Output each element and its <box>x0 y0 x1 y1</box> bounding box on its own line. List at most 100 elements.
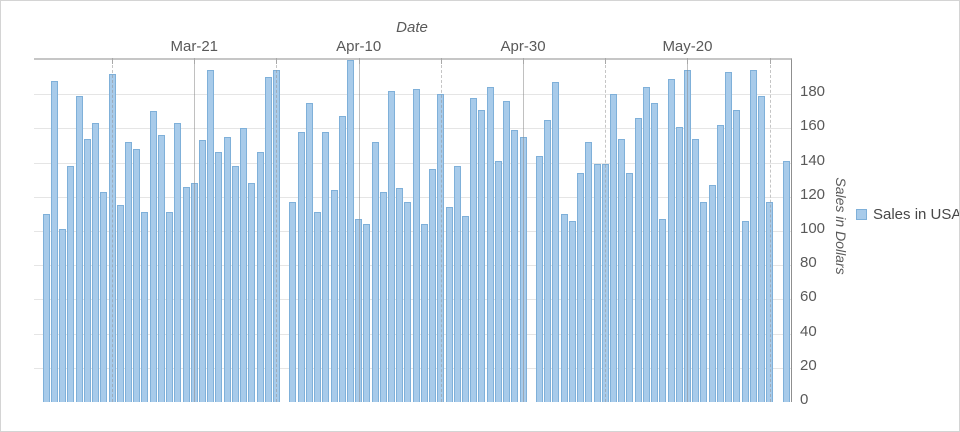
h-gridline-20 <box>34 367 791 369</box>
bar-may-02 <box>536 155 543 402</box>
bar-jun-01 <box>782 160 790 402</box>
h-gridline-80 <box>34 265 791 267</box>
bar-mar-18 <box>166 212 174 402</box>
bar-may-22 <box>700 201 708 402</box>
x-axis-label-mar-21: Mar-21 <box>170 38 219 55</box>
bar-mar-13 <box>125 142 132 402</box>
bar-mar-20 <box>182 186 190 402</box>
bar-may-24 <box>716 124 724 402</box>
bar-mar-06 <box>67 166 75 402</box>
bar-mar-03 <box>42 213 50 402</box>
bar-may-04 <box>552 82 560 402</box>
x-axis-tick-apr-20 <box>440 58 442 64</box>
bar-mar-04 <box>51 80 59 402</box>
bar-apr-24 <box>470 97 478 402</box>
v-gridline-major-apr-30 <box>523 60 525 402</box>
bar-may-11 <box>609 94 617 402</box>
bar-may-27 <box>741 220 749 402</box>
bar-apr-11 <box>363 224 371 402</box>
x-axis-tick-may-20 <box>687 58 689 64</box>
bar-mar-08 <box>83 138 91 402</box>
plot-area <box>34 58 792 402</box>
bar-may-17 <box>659 219 667 402</box>
legend-item-sales-in-usa[interactable]: Sales in USA <box>856 206 960 223</box>
bar-mar-14 <box>133 148 141 402</box>
bar-mar-22 <box>198 140 206 402</box>
bar-apr-02 <box>289 201 297 402</box>
bar-may-26 <box>733 109 741 402</box>
y-axis-label-180: 180 <box>800 83 826 101</box>
x-axis-tick-mar-21 <box>194 58 196 64</box>
bar-may-28 <box>749 70 757 402</box>
x-axis-tick-apr-10 <box>358 58 360 64</box>
bar-apr-27 <box>494 160 502 402</box>
bar-mar-29 <box>256 152 264 402</box>
v-gridline-major-may-20 <box>687 60 689 402</box>
bar-mar-07 <box>75 95 83 402</box>
bar-apr-04 <box>305 102 313 402</box>
x-axis-tick-mar-11 <box>112 58 114 64</box>
x-axis-tick-may-30 <box>769 58 771 64</box>
h-gridline-100 <box>34 231 791 232</box>
bar-apr-22 <box>453 166 461 402</box>
y-axis-label-20: 20 <box>800 356 817 374</box>
bar-apr-25 <box>478 109 486 402</box>
bar-may-14 <box>634 118 642 402</box>
bar-apr-28 <box>503 101 511 402</box>
bar-mar-05 <box>59 229 67 402</box>
bar-apr-19 <box>429 169 437 402</box>
bar-mar-26 <box>231 166 239 402</box>
bar-may-08 <box>585 142 593 402</box>
y-axis-label-80: 80 <box>800 254 817 272</box>
bar-apr-17 <box>412 89 420 402</box>
bar-may-25 <box>725 71 733 402</box>
bar-mar-12 <box>116 205 124 402</box>
bar-may-19 <box>675 126 683 402</box>
v-gridline-major-mar-21 <box>194 60 196 402</box>
bar-apr-03 <box>297 131 305 402</box>
y-axis-label-160: 160 <box>800 117 826 135</box>
bar-mar-09 <box>92 123 100 402</box>
bar-apr-15 <box>396 188 404 402</box>
x-axis-label-apr-10: Apr-10 <box>336 38 382 55</box>
v-gridline-minor-may-30 <box>769 60 771 402</box>
bar-mar-30 <box>264 77 272 402</box>
bar-may-16 <box>651 102 659 402</box>
bar-mar-27 <box>240 128 248 402</box>
y-axis-label-120: 120 <box>800 185 826 203</box>
y-axis-label-40: 40 <box>800 322 817 340</box>
h-gridline-40 <box>34 333 791 335</box>
bar-apr-16 <box>404 201 412 402</box>
v-gridline-minor-mar-31 <box>276 60 278 402</box>
h-gridline-140 <box>34 162 791 164</box>
legend-label: Sales in USA <box>873 206 960 223</box>
x-axis-tick-mar-31 <box>276 58 278 64</box>
bar-apr-13 <box>379 191 387 402</box>
bar-apr-29 <box>511 130 519 402</box>
y-axis-title: Sales in Dollars <box>833 177 849 275</box>
x-axis-title: Date <box>396 19 428 36</box>
bar-may-03 <box>544 119 552 402</box>
bar-mar-28 <box>248 183 256 402</box>
bar-may-09 <box>593 164 601 402</box>
x-axis-tick-apr-30 <box>523 58 525 64</box>
h-gridline-180 <box>34 94 791 96</box>
bar-apr-05 <box>314 212 322 402</box>
bar-mar-23 <box>207 70 215 402</box>
v-gridline-minor-mar-11 <box>112 60 114 402</box>
bar-apr-07 <box>330 189 338 402</box>
bar-may-05 <box>560 213 568 402</box>
bar-may-23 <box>708 184 716 402</box>
y-axis-label-0: 0 <box>800 391 809 408</box>
bar-mar-16 <box>149 111 157 402</box>
bar-apr-08 <box>338 116 346 402</box>
bar-apr-26 <box>486 87 494 402</box>
x-axis-label-apr-30: Apr-30 <box>500 38 546 55</box>
y-axis-label-100: 100 <box>800 220 826 237</box>
bar-mar-17 <box>157 135 165 402</box>
x-axis-tick-may-10 <box>605 58 607 64</box>
bar-may-06 <box>568 220 576 402</box>
bar-apr-14 <box>388 90 396 402</box>
y-axis-label-140: 140 <box>800 151 826 169</box>
bar-mar-15 <box>141 212 149 402</box>
